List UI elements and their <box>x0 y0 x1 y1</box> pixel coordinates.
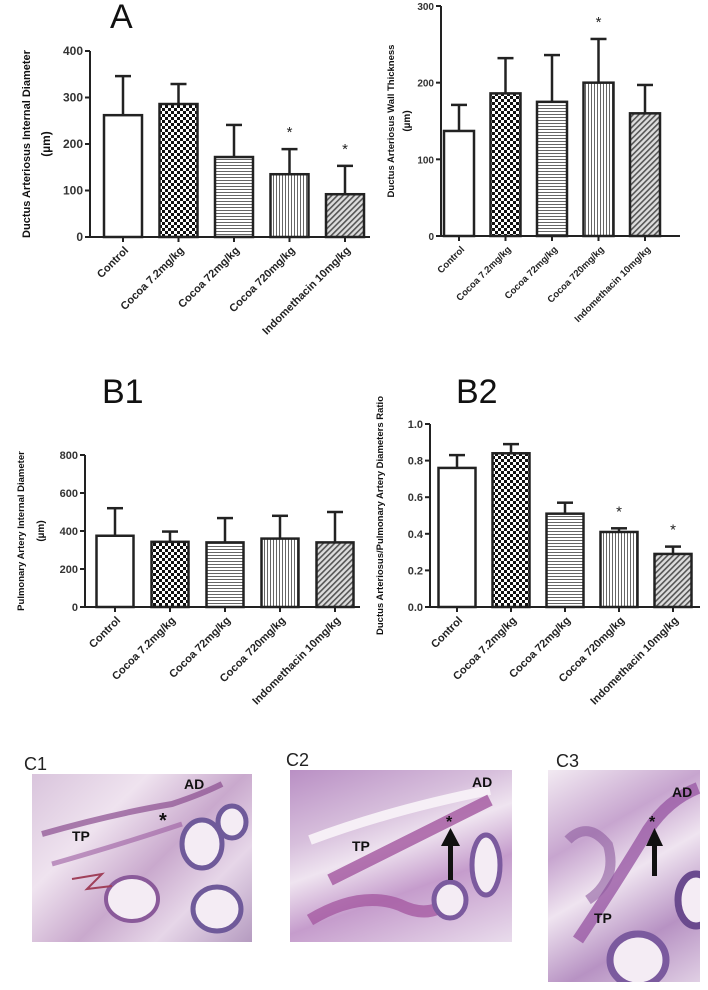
svg-text:0: 0 <box>428 232 434 243</box>
svg-text:Pulmonary Artery Internal Diam: Pulmonary Artery Internal Diameter <box>16 451 27 611</box>
svg-text:Ductus Arteriosus/Pulmonary Ar: Ductus Arteriosus/Pulmonary Artery Diame… <box>375 396 386 635</box>
svg-text:0.2: 0.2 <box>408 565 423 577</box>
bar-2 <box>545 512 585 609</box>
bar-1 <box>489 92 522 238</box>
bar-3 <box>269 172 310 239</box>
bar-2 <box>535 100 569 238</box>
bar-2 <box>213 155 255 239</box>
svg-text:200: 200 <box>60 564 78 576</box>
svg-text:*: * <box>287 124 293 141</box>
svg-text:Control: Control <box>95 245 131 281</box>
panel-label-c1: C1 <box>24 754 48 774</box>
ad-label: AD <box>472 774 493 790</box>
svg-text:300: 300 <box>63 91 83 105</box>
bar-1 <box>491 452 531 609</box>
panel-label-a: A <box>110 0 133 36</box>
histology-image-c3: TP AD * <box>548 770 700 982</box>
bar-4 <box>653 552 693 609</box>
tp-label: TP <box>352 838 370 854</box>
panel-label-b2: B2 <box>456 373 498 411</box>
svg-text:Indomethacin 10mg/kg: Indomethacin 10mg/kg <box>250 615 343 708</box>
bar-0 <box>442 129 476 238</box>
svg-text:100: 100 <box>417 155 434 166</box>
tissue-illustration <box>306 785 503 926</box>
bar-0 <box>95 534 135 609</box>
bar-3 <box>582 81 615 238</box>
bar-2 <box>205 541 245 609</box>
svg-text:0: 0 <box>72 602 78 614</box>
svg-text:Ductus Arteriosus Internal Dia: Ductus Arteriosus Internal Diameter <box>21 49 33 238</box>
svg-text:Ductus Arteriosus Wall Thickne: Ductus Arteriosus Wall Thickness <box>386 45 397 198</box>
tissue-illustration <box>564 782 700 982</box>
svg-text:200: 200 <box>63 137 83 151</box>
svg-text:(µm): (µm) <box>402 110 413 131</box>
svg-text:600: 600 <box>60 488 78 500</box>
ad-label: AD <box>672 784 693 800</box>
svg-text:Control: Control <box>435 244 467 276</box>
histology-image-c1: TP AD * <box>32 774 252 942</box>
chart-da-pa-ratio: 0.0 0.2 0.4 0.6 0.8 1.0 Ductus Arteriosus/Pulm… <box>370 375 708 755</box>
svg-text:*: * <box>342 141 348 158</box>
svg-text:1.0: 1.0 <box>408 419 423 431</box>
svg-text:(µm): (µm) <box>36 520 47 541</box>
bar-4 <box>315 541 355 609</box>
asterisk-marker: * <box>159 810 167 832</box>
svg-text:0.4: 0.4 <box>408 529 424 541</box>
bar-0 <box>102 113 144 239</box>
chart-da-wall-thickness: 0 100 200 300 Ductus Arteriosus Wall Thickne… <box>370 0 708 370</box>
bar-3 <box>260 537 300 609</box>
bar-0 <box>437 466 477 609</box>
panel-label-c2: C2 <box>286 750 310 770</box>
bar-4 <box>628 112 662 238</box>
bar-3 <box>599 530 639 609</box>
svg-text:*: * <box>670 522 676 539</box>
asterisk-marker: * <box>446 814 453 831</box>
svg-text:400: 400 <box>60 526 78 538</box>
panel-label-c3: C3 <box>556 751 580 771</box>
svg-text:400: 400 <box>63 44 83 58</box>
chart-svg: 0 100 200 300 400 Ductus Arteriosus Internal … <box>21 44 370 337</box>
svg-text:Control: Control <box>429 615 465 651</box>
svg-text:0: 0 <box>76 230 83 244</box>
bar-1 <box>158 102 199 239</box>
histology-image-c2: TP AD * <box>290 770 512 942</box>
tp-label: TP <box>594 910 612 926</box>
svg-text:0.0: 0.0 <box>408 602 423 614</box>
svg-text:Control: Control <box>87 615 123 651</box>
ad-label: AD <box>184 776 205 792</box>
svg-text:(µm): (µm) <box>39 131 53 157</box>
tissue-illustration <box>41 781 249 934</box>
chart-svg: 0 200 400 600 800 Pulmonary Artery Internal D… <box>16 450 360 708</box>
chart-svg: 0 100 200 300 Ductus Arteriosus Wall Thickne… <box>386 2 680 325</box>
svg-text:200: 200 <box>417 79 434 90</box>
bar-4 <box>324 192 366 239</box>
chart-pa-internal-diameter: 0 200 400 600 800 Pulmonary Artery Internal D… <box>0 375 370 755</box>
tp-label: TP <box>72 828 90 844</box>
svg-text:800: 800 <box>60 450 78 462</box>
svg-text:*: * <box>596 14 602 31</box>
svg-text:0.6: 0.6 <box>408 492 423 504</box>
svg-text:Indomethacin 10mg/kg: Indomethacin 10mg/kg <box>573 244 654 325</box>
bar-1 <box>150 540 190 609</box>
asterisk-marker: * <box>649 814 656 831</box>
svg-text:0.8: 0.8 <box>408 456 423 468</box>
chart-svg: 0.0 0.2 0.4 0.6 0.8 1.0 Ductus Arteriosus/Pulm… <box>375 396 700 708</box>
svg-text:Indomethacin 10mg/kg: Indomethacin 10mg/kg <box>588 615 681 708</box>
svg-text:100: 100 <box>63 184 83 198</box>
chart-da-internal-diameter: 0 100 200 300 400 Ductus Arteriosus Internal … <box>0 0 370 370</box>
svg-text:*: * <box>616 503 622 520</box>
svg-text:300: 300 <box>417 2 434 13</box>
panel-label-b1: B1 <box>102 373 144 411</box>
